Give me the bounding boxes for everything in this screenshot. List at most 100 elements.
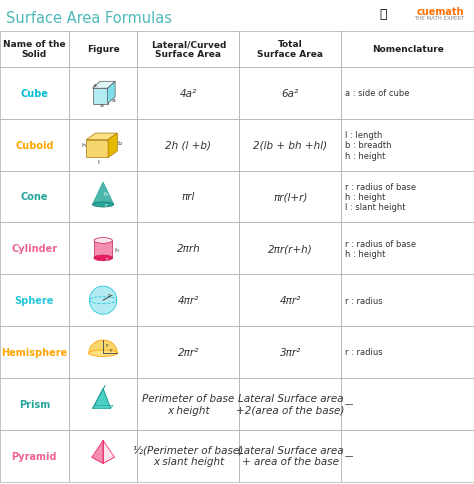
Text: r: r	[107, 292, 109, 297]
Polygon shape	[92, 451, 114, 463]
Text: Nomenclature: Nomenclature	[372, 45, 444, 54]
Bar	[94, 241, 112, 258]
Bar	[0, 171, 69, 223]
Bar	[341, 430, 474, 482]
Bar	[69, 223, 137, 275]
Text: —: —	[345, 399, 354, 408]
Bar	[341, 31, 474, 68]
Polygon shape	[86, 140, 108, 158]
Text: r: r	[104, 202, 107, 207]
Bar	[239, 430, 341, 482]
Bar	[0, 275, 69, 326]
Bar	[137, 68, 239, 120]
Polygon shape	[92, 89, 108, 105]
Text: Cylinder: Cylinder	[11, 244, 57, 254]
Bar	[239, 68, 341, 120]
Bar	[0, 378, 69, 430]
Text: Perimeter of base
x height: Perimeter of base x height	[142, 393, 235, 415]
Polygon shape	[92, 182, 114, 205]
Text: Surface Area Formulas: Surface Area Formulas	[6, 11, 172, 26]
Circle shape	[90, 287, 117, 315]
Text: 2(lb + bh +hl): 2(lb + bh +hl)	[253, 140, 328, 151]
Text: a : side of cube: a : side of cube	[345, 89, 410, 98]
Polygon shape	[108, 82, 115, 105]
Text: 4πr²: 4πr²	[280, 296, 301, 305]
Text: 2h (l +b): 2h (l +b)	[165, 140, 211, 151]
Bar	[0, 31, 69, 68]
Bar	[341, 275, 474, 326]
Text: r: r	[109, 348, 112, 352]
Ellipse shape	[94, 256, 112, 261]
Text: Cone: Cone	[20, 192, 48, 202]
Bar	[69, 120, 137, 171]
Bar	[137, 120, 239, 171]
Bar	[137, 31, 239, 68]
Bar	[137, 430, 239, 482]
Bar	[239, 223, 341, 275]
Text: πr(l+r): πr(l+r)	[273, 192, 308, 202]
Text: r : radius of base
h : height: r : radius of base h : height	[345, 239, 416, 258]
Text: Pyramid: Pyramid	[12, 451, 57, 461]
Bar	[341, 223, 474, 275]
Bar	[341, 326, 474, 378]
Text: Sphere: Sphere	[15, 296, 54, 305]
Text: r : radius: r : radius	[345, 348, 383, 357]
Text: ½(Perimeter of base)
x slant height: ½(Perimeter of base) x slant height	[133, 445, 244, 467]
Text: r: r	[105, 257, 108, 261]
Bar	[69, 275, 137, 326]
Bar	[341, 120, 474, 171]
Text: Cube: Cube	[20, 89, 48, 99]
Text: Lateral Surface area
+ area of the base: Lateral Surface area + area of the base	[237, 445, 343, 467]
Text: 4a²: 4a²	[180, 89, 197, 99]
Text: h: h	[82, 143, 85, 148]
Bar	[137, 171, 239, 223]
Ellipse shape	[92, 202, 114, 208]
Polygon shape	[103, 440, 114, 463]
Text: cuemath: cuemath	[417, 7, 465, 17]
Text: l : length
b : breadth
h : height: l : length b : breadth h : height	[345, 131, 392, 160]
Bar	[341, 378, 474, 430]
Bar	[137, 378, 239, 430]
Text: Name of the
Solid: Name of the Solid	[3, 40, 66, 60]
Bar	[239, 171, 341, 223]
Text: —: —	[345, 451, 354, 460]
Bar	[137, 223, 239, 275]
Bar	[0, 120, 69, 171]
Text: 6a²: 6a²	[282, 89, 299, 99]
Text: πrl: πrl	[182, 192, 195, 202]
Bar	[341, 171, 474, 223]
Ellipse shape	[89, 350, 117, 357]
Bar	[0, 223, 69, 275]
Text: Figure: Figure	[87, 45, 119, 54]
Bar	[0, 68, 69, 120]
Text: h: h	[104, 192, 108, 197]
Bar	[69, 171, 137, 223]
Text: Cuboid: Cuboid	[15, 140, 54, 151]
Text: r : radius: r : radius	[345, 296, 383, 305]
Text: Lateral Surface area
+2(area of the base): Lateral Surface area +2(area of the base…	[236, 393, 345, 415]
Text: a: a	[93, 83, 97, 88]
Text: 2πrh: 2πrh	[176, 244, 201, 254]
Text: 🚀: 🚀	[379, 8, 387, 21]
Text: Hemisphere: Hemisphere	[1, 348, 67, 357]
Polygon shape	[86, 134, 117, 140]
Ellipse shape	[94, 238, 112, 244]
Text: a: a	[111, 98, 115, 103]
Bar	[0, 326, 69, 378]
Text: a: a	[100, 103, 103, 107]
Text: 2πr(r+h): 2πr(r+h)	[268, 244, 313, 254]
Bar	[137, 275, 239, 326]
Text: l: l	[97, 160, 99, 165]
Text: l: l	[109, 188, 111, 193]
Text: b: b	[118, 141, 122, 146]
Text: Total
Surface Area: Total Surface Area	[257, 40, 323, 60]
Polygon shape	[92, 82, 115, 89]
Bar	[239, 378, 341, 430]
Text: r : radius of base
h : height
l : slant height: r : radius of base h : height l : slant …	[345, 182, 416, 212]
Bar	[239, 275, 341, 326]
Text: h: h	[115, 247, 118, 252]
Bar	[0, 430, 69, 482]
Text: 4πr²: 4πr²	[178, 296, 199, 305]
Polygon shape	[92, 389, 110, 408]
Bar	[69, 326, 137, 378]
